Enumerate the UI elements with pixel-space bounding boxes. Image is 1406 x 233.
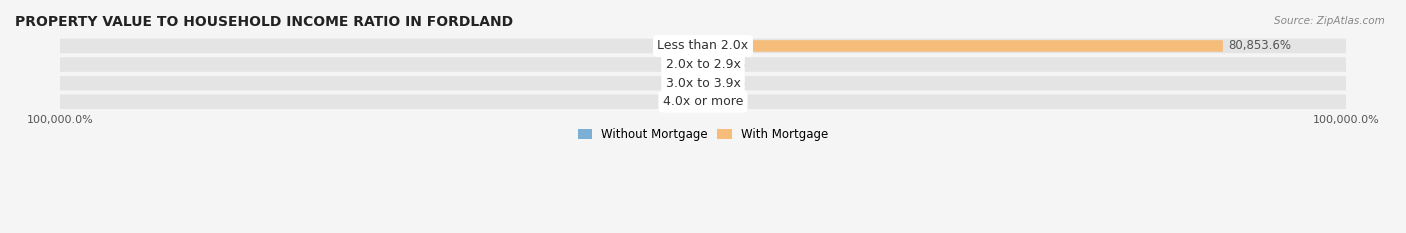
Text: 8.3%: 8.3% <box>709 95 738 108</box>
Text: 15.5%: 15.5% <box>709 77 745 90</box>
FancyBboxPatch shape <box>703 40 1223 52</box>
Text: 39.7%: 39.7% <box>661 39 697 52</box>
FancyBboxPatch shape <box>60 76 1346 90</box>
Text: 4.0x or more: 4.0x or more <box>662 95 744 108</box>
FancyBboxPatch shape <box>60 57 1346 72</box>
Text: 10.3%: 10.3% <box>661 77 697 90</box>
Text: 2.0x to 2.9x: 2.0x to 2.9x <box>665 58 741 71</box>
FancyBboxPatch shape <box>60 95 1346 109</box>
Text: Less than 2.0x: Less than 2.0x <box>658 39 748 52</box>
Text: 19.0%: 19.0% <box>661 58 697 71</box>
Text: Source: ZipAtlas.com: Source: ZipAtlas.com <box>1274 16 1385 26</box>
Text: PROPERTY VALUE TO HOUSEHOLD INCOME RATIO IN FORDLAND: PROPERTY VALUE TO HOUSEHOLD INCOME RATIO… <box>15 15 513 29</box>
Text: 80,853.6%: 80,853.6% <box>1227 39 1291 52</box>
FancyBboxPatch shape <box>60 39 1346 53</box>
Text: 64.3%: 64.3% <box>709 58 745 71</box>
Text: 25.9%: 25.9% <box>661 95 697 108</box>
Text: 3.0x to 3.9x: 3.0x to 3.9x <box>665 77 741 90</box>
Legend: Without Mortgage, With Mortgage: Without Mortgage, With Mortgage <box>574 123 832 146</box>
